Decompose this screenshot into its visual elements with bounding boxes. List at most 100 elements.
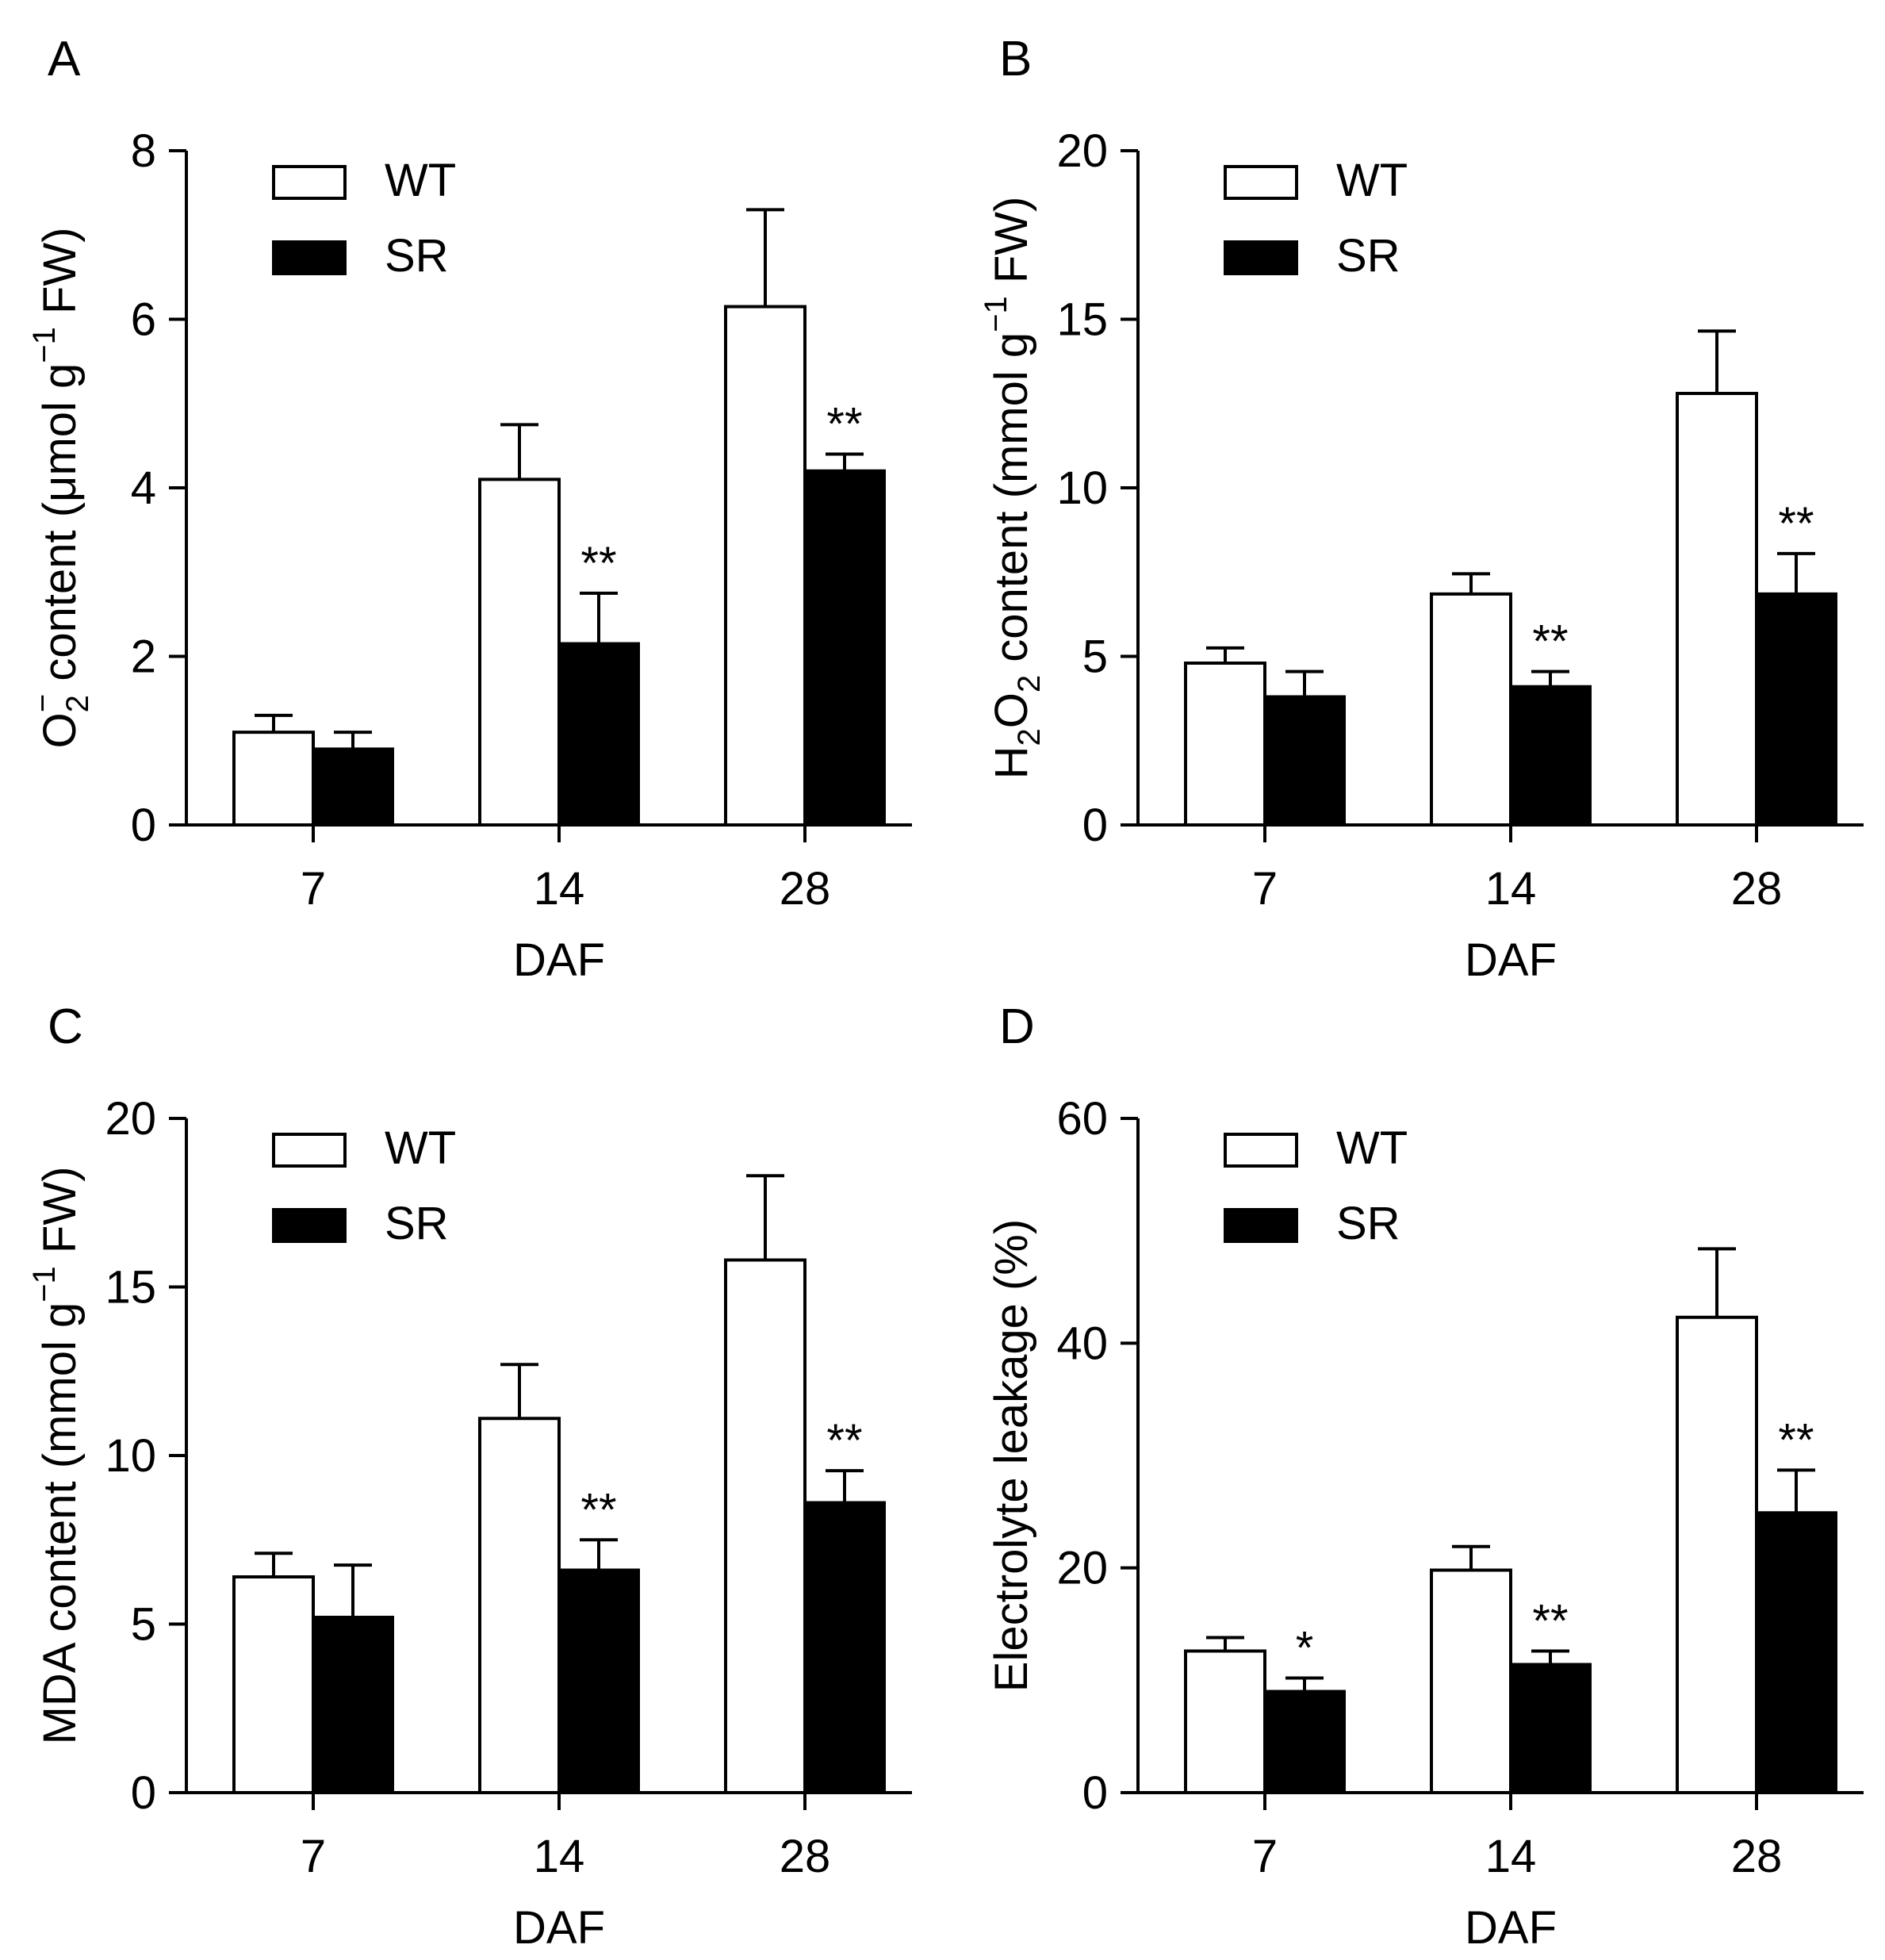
x-tick-label: 14 (534, 863, 585, 915)
bar-sr-28 (1755, 592, 1837, 827)
x-axis-title: DAF (513, 934, 605, 986)
bar-sr-28 (803, 469, 886, 827)
bar-wt-28 (724, 1258, 806, 1794)
significance-mark: ** (1532, 616, 1568, 668)
legend-label-sr: SR (1336, 230, 1400, 282)
x-tick-label: 28 (1731, 1831, 1783, 1882)
significance-mark: ** (826, 399, 862, 451)
legend-swatch-wt (1224, 165, 1298, 200)
legend-label-wt: WT (1336, 155, 1408, 206)
x-axis-title: DAF (1465, 1902, 1557, 1954)
bar-wt-7 (232, 1575, 315, 1794)
significance-mark: * (1296, 1623, 1314, 1674)
bar-wt-14 (1430, 592, 1512, 827)
legend-label-sr: SR (385, 230, 449, 282)
bar-sr-7 (1263, 695, 1346, 827)
y-title-species: O (34, 712, 86, 748)
legend-swatch-sr (272, 240, 347, 275)
y-title-tail: FW) (986, 197, 1037, 297)
y-title-text: Electrolyte leakage (%) (986, 1219, 1037, 1692)
significance-mark: ** (826, 1415, 862, 1467)
bar-wt-28 (1676, 1315, 1758, 1794)
y-tick-label: 60 (1056, 1093, 1108, 1145)
legend-swatch-sr (1224, 1208, 1298, 1243)
y-tick-label: 5 (1082, 631, 1108, 683)
bar-wt-14 (478, 1417, 561, 1794)
bar-sr-7 (1263, 1690, 1346, 1794)
legend-swatch-wt (1224, 1133, 1298, 1168)
y-tick-label: 0 (131, 1767, 156, 1819)
y-tick-label: 6 (131, 294, 156, 346)
panel-label: C (48, 999, 83, 1054)
y-axis-title: MDA content (mmol g−1 FW) (27, 1167, 86, 1745)
bar-wt-28 (1676, 392, 1758, 827)
y-axis-title: H2O2 content (mmol g−1 FW) (979, 197, 1047, 780)
x-tick-label: 7 (1252, 1831, 1278, 1882)
y-tick-label: 0 (131, 800, 156, 851)
x-axis-title: DAF (1465, 934, 1557, 986)
significance-mark: ** (1778, 1414, 1814, 1466)
bar-sr-28 (1755, 1511, 1837, 1794)
significance-mark: ** (580, 1484, 616, 1536)
y-tick-label: 15 (1056, 294, 1108, 346)
legend-swatch-wt (272, 1133, 347, 1168)
legend-label-sr: SR (385, 1198, 449, 1249)
y-tick-label: 5 (131, 1599, 156, 1651)
x-tick-label: 28 (780, 1831, 831, 1882)
y-axis-title: O2− content (μmol g−1 FW) (25, 228, 95, 749)
x-axis-title: DAF (513, 1902, 605, 1954)
y-tick-label: 10 (105, 1430, 156, 1482)
bar-wt-28 (724, 305, 806, 827)
y-title-unit-exponent: −1 (27, 1266, 62, 1302)
panel-a: A ** ** 0 2 4 6 8 7 14 28 DAF O2− content (μmol g−1 … (25, 32, 912, 986)
bar-wt-7 (1184, 662, 1266, 827)
legend-swatch-sr (1224, 240, 1298, 275)
legend-label-wt: WT (385, 155, 456, 206)
y-tick-label: 0 (1082, 1767, 1108, 1819)
y-tick-label: 20 (1056, 1543, 1108, 1594)
y-tick-label: 4 (131, 462, 156, 514)
bar-sr-14 (1509, 685, 1592, 827)
legend-swatch-sr (272, 1208, 347, 1243)
significance-mark: ** (1532, 1596, 1568, 1647)
bar-sr-28 (803, 1501, 886, 1794)
panel-label: B (999, 32, 1032, 86)
y-title-species-2: O (986, 692, 1037, 728)
legend-swatch-wt (272, 165, 347, 200)
x-tick-label: 14 (1485, 1831, 1537, 1882)
panel-label: D (999, 999, 1035, 1054)
x-tick-label: 7 (301, 863, 326, 915)
bar-wt-7 (1184, 1649, 1266, 1794)
y-tick-label: 20 (105, 1093, 156, 1145)
x-tick-label: 7 (301, 1831, 326, 1882)
bar-wt-14 (1430, 1568, 1512, 1794)
y-title-species: H (986, 746, 1037, 779)
bar-wt-14 (478, 478, 561, 827)
legend-label-wt: WT (385, 1122, 456, 1174)
bar-sr-14 (557, 642, 640, 827)
y-title-tail: FW) (34, 1167, 86, 1267)
significance-mark: ** (1778, 498, 1814, 550)
bar-sr-14 (1509, 1663, 1592, 1794)
y-title-tail: FW) (34, 228, 86, 328)
panel-c: C ** ** 0 5 10 15 20 7 14 28 DAF MDA content (mmol g… (27, 999, 912, 1954)
y-tick-label: 0 (1082, 800, 1108, 851)
y-title-text: MDA content (mmol g (34, 1302, 86, 1745)
x-tick-label: 14 (1485, 863, 1537, 915)
y-tick-label: 40 (1056, 1318, 1108, 1369)
significance-mark: ** (580, 538, 616, 589)
bar-wt-7 (232, 731, 315, 827)
x-tick-label: 7 (1252, 863, 1278, 915)
y-axis-title: Electrolyte leakage (%) (986, 1219, 1037, 1692)
y-title-subscript: 2 (1012, 728, 1047, 746)
y-tick-label: 20 (1056, 125, 1108, 177)
x-tick-label: 28 (780, 863, 831, 915)
y-tick-label: 8 (131, 125, 156, 177)
y-tick-label: 15 (105, 1262, 156, 1314)
y-title-subscript: 2 (60, 695, 95, 712)
y-title-text: content (mmol g (986, 332, 1037, 675)
panel-label: A (48, 32, 81, 86)
